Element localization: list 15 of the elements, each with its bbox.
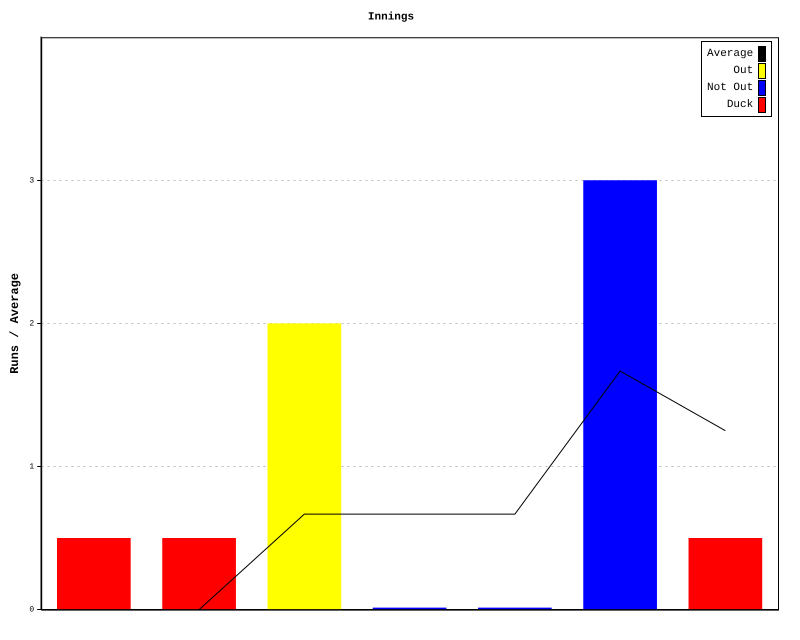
y-axis-title: Runs / Average — [8, 272, 22, 374]
bar — [268, 323, 342, 610]
bar — [688, 538, 762, 610]
legend-label: Not Out — [707, 82, 754, 94]
chart-title: Innings — [368, 11, 414, 24]
y-tick-label: 1 — [29, 462, 34, 472]
bar — [583, 180, 657, 610]
y-tick-label: 2 — [29, 320, 34, 329]
bar — [56, 538, 131, 610]
y-tick-label: 0 — [29, 606, 34, 615]
y-tick-label: 3 — [29, 176, 34, 186]
legend-label: Duck — [726, 98, 754, 111]
bar — [162, 538, 236, 610]
legend-label: Average — [707, 48, 754, 60]
legend-label: Out — [733, 64, 754, 77]
